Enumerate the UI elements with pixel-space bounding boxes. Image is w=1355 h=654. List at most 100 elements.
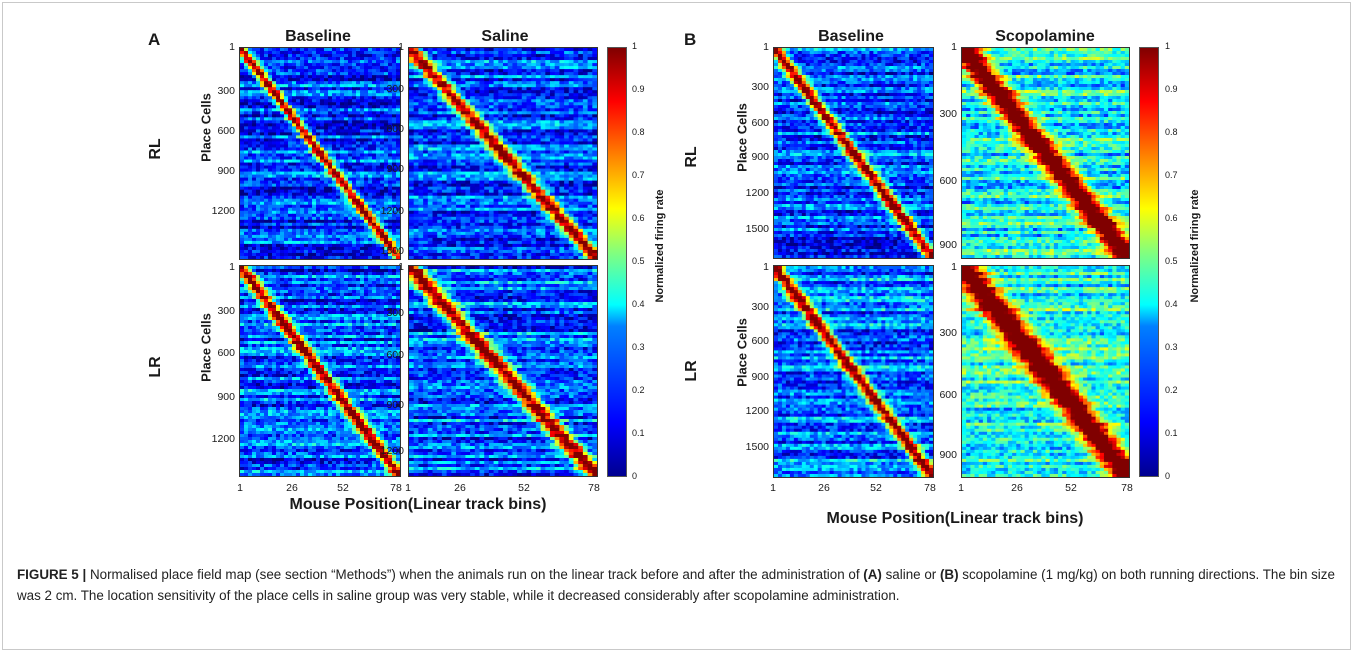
cb-tick: 0.5 (1165, 256, 1178, 266)
cb-tick: 0.6 (1165, 213, 1178, 223)
cb-tick: 0 (632, 471, 637, 481)
ytick: 900 (201, 165, 235, 177)
ytick: 1 (735, 41, 769, 53)
ytick: 600 (923, 175, 957, 187)
xtick: 26 (1002, 482, 1032, 494)
ytick: 600 (370, 349, 404, 361)
panel-a-row-label-lr: LR (147, 347, 165, 387)
ytick: 1200 (370, 205, 404, 217)
xtick: 52 (328, 482, 358, 494)
ytick: 300 (923, 327, 957, 339)
ytick: 900 (201, 391, 235, 403)
caption-bold-b: (B) (940, 567, 959, 582)
caption-text-1: Normalised place field map (see section … (86, 567, 863, 582)
panel-b-row-label-rl: RL (683, 137, 701, 177)
ytick: 300 (370, 307, 404, 319)
panel-b-col-title-baseline: Baseline (771, 28, 931, 46)
caption-label: FIGURE 5 | (17, 567, 86, 582)
heatmap-a-rl-baseline (239, 47, 401, 260)
xtick: 1 (393, 482, 423, 494)
caption-bold-a: (A) (863, 567, 882, 582)
xtick: 52 (1056, 482, 1086, 494)
ytick: 900 (923, 449, 957, 461)
heatmap-a-lr-saline (408, 265, 598, 477)
xtick: 26 (445, 482, 475, 494)
figure-caption: FIGURE 5 | Normalised place field map (s… (17, 564, 1337, 606)
ytick: 900 (370, 399, 404, 411)
ytick: 900 (735, 371, 769, 383)
cb-tick: 0.4 (632, 299, 645, 309)
panel-b-colorbar (1139, 47, 1159, 477)
ytick: 1200 (370, 445, 404, 457)
xtick: 26 (809, 482, 839, 494)
panel-a-colorbar (607, 47, 627, 477)
ytick: 300 (370, 83, 404, 95)
xtick: 78 (1112, 482, 1142, 494)
ytick: 1200 (735, 405, 769, 417)
xtick: 78 (579, 482, 609, 494)
panel-b-colorbar-title: Normalized firing rate (1189, 146, 1201, 346)
ytick: 600 (923, 389, 957, 401)
ytick: 1500 (735, 223, 769, 235)
cb-tick: 1 (1165, 41, 1170, 51)
ytick: 300 (201, 85, 235, 97)
cb-tick: 0.7 (632, 170, 645, 180)
cb-tick: 0.3 (1165, 342, 1178, 352)
cb-tick: 0.5 (632, 256, 645, 266)
xtick: 78 (381, 482, 411, 494)
ytick: 1200 (735, 187, 769, 199)
ytick: 900 (370, 163, 404, 175)
xtick: 52 (509, 482, 539, 494)
panel-a-col-title-baseline: Baseline (238, 28, 398, 46)
ytick: 300 (735, 81, 769, 93)
ytick: 1 (201, 41, 235, 53)
panel-a-xtitle: Mouse Position(Linear track bins) (208, 496, 628, 514)
heatmap-a-rl-saline (408, 47, 598, 260)
ytick: 1500 (735, 441, 769, 453)
cb-tick: 1 (632, 41, 637, 51)
cb-tick: 0.2 (632, 385, 645, 395)
caption-text-3: scopolamine (1 mg/kg) on both running di… (17, 567, 1335, 603)
ytick: 600 (735, 335, 769, 347)
cb-tick: 0 (1165, 471, 1170, 481)
heatmap-b-lr-baseline (773, 265, 934, 478)
ytick: 1 (370, 261, 404, 273)
xtick: 1 (758, 482, 788, 494)
ytick: 1200 (201, 205, 235, 217)
cb-tick: 0.7 (1165, 170, 1178, 180)
cb-tick: 0.9 (1165, 84, 1178, 94)
xtick: 26 (277, 482, 307, 494)
cb-tick: 0.3 (632, 342, 645, 352)
ytick: 300 (923, 108, 957, 120)
ytick: 1 (923, 41, 957, 53)
caption-text-2: saline or (882, 567, 940, 582)
cb-tick: 0.2 (1165, 385, 1178, 395)
ytick: 600 (370, 123, 404, 135)
cb-tick: 0.1 (632, 428, 645, 438)
panel-a-colorbar-title: Normalized firing rate (654, 146, 666, 346)
ytick: 1 (370, 41, 404, 53)
ytick: 1 (923, 261, 957, 273)
ytick: 1200 (201, 433, 235, 445)
ytick: 1 (735, 261, 769, 273)
xtick: 1 (225, 482, 255, 494)
heatmap-a-lr-baseline (239, 265, 401, 477)
heatmap-b-rl-scopolamine (961, 47, 1130, 259)
ytick: 300 (735, 301, 769, 313)
ytick: 600 (201, 125, 235, 137)
xtick: 1 (946, 482, 976, 494)
ytick: 1500 (370, 245, 404, 257)
panel-b-row-label-lr: LR (683, 351, 701, 391)
ytick: 600 (201, 347, 235, 359)
panel-b-col-title-scopolamine: Scopolamine (965, 28, 1125, 46)
cb-tick: 0.9 (632, 84, 645, 94)
panel-b-letter: B (684, 30, 696, 50)
xtick: 52 (861, 482, 891, 494)
cb-tick: 0.8 (632, 127, 645, 137)
ytick: 600 (735, 117, 769, 129)
heatmap-b-rl-baseline (773, 47, 934, 259)
cb-tick: 0.4 (1165, 299, 1178, 309)
ytick: 900 (923, 239, 957, 251)
ytick: 300 (201, 305, 235, 317)
